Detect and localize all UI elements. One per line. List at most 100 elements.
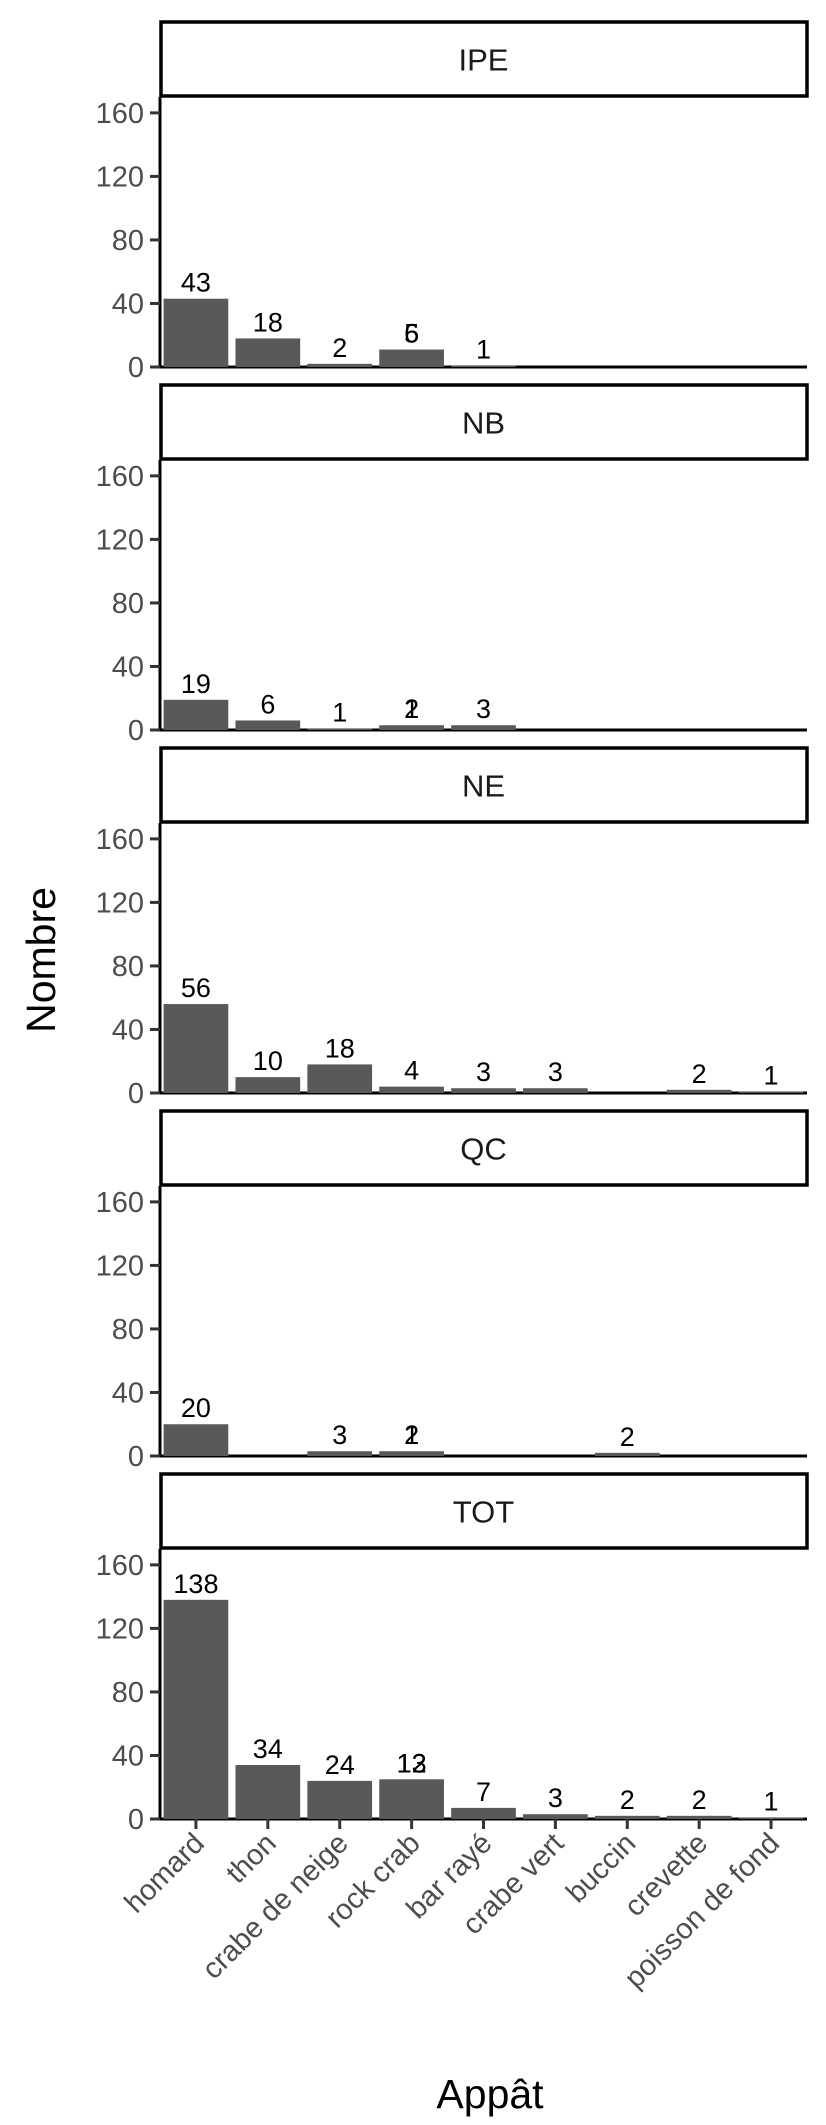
bar <box>451 725 516 730</box>
bar <box>307 728 373 730</box>
facet-strip <box>159 746 809 824</box>
bar <box>235 338 301 367</box>
bar-value-label: 7 <box>476 1777 491 1807</box>
bar-value-label: 2 <box>692 1059 707 1089</box>
bar <box>666 1815 732 1819</box>
bar-value-label: 1 <box>404 1420 419 1450</box>
bar-value-label: 3 <box>548 1057 563 1087</box>
bar-value-label: 2 <box>404 1420 419 1450</box>
bar <box>163 1599 229 1819</box>
facet-strip-label: QC <box>460 1132 507 1167</box>
bar <box>738 1091 804 1093</box>
y-tick-label: 120 <box>96 887 144 919</box>
bar <box>163 1004 229 1093</box>
bar-value-label: 1 <box>332 697 347 727</box>
x-tick-label: thon <box>220 1827 283 1890</box>
y-tick-label: 80 <box>112 588 144 620</box>
bar <box>307 363 373 367</box>
bar <box>379 1779 444 1819</box>
y-tick-label: 0 <box>128 1441 144 1473</box>
bar <box>594 1452 660 1456</box>
y-tick-label: 40 <box>112 1377 144 1409</box>
y-tick-label: 120 <box>96 524 144 556</box>
bar-value-label: 10 <box>253 1046 283 1076</box>
bar-value-label: 56 <box>181 973 211 1003</box>
bar <box>163 298 229 367</box>
bar <box>523 1814 588 1819</box>
facet-strip <box>159 20 809 98</box>
y-tick-label: 80 <box>112 1314 144 1346</box>
y-axis-title: Nombre <box>18 887 64 1033</box>
x-tick-label: homard <box>119 1827 211 1919</box>
bar <box>451 365 516 367</box>
bar <box>235 1765 301 1819</box>
bar-value-label: 2 <box>404 694 419 724</box>
bar-value-label: 18 <box>253 307 283 337</box>
y-tick-label: 40 <box>112 288 144 320</box>
facet-strip-label: NE <box>462 769 505 804</box>
bar <box>307 1064 373 1093</box>
y-tick-label: 0 <box>128 715 144 747</box>
y-tick-label: 160 <box>96 98 144 130</box>
facet-strip-label: TOT <box>453 1495 514 1530</box>
bar-value-label: 1 <box>764 1786 779 1816</box>
y-tick-label: 160 <box>96 461 144 493</box>
bar-value-label: 3 <box>476 694 491 724</box>
bar-value-label: 20 <box>181 1393 211 1423</box>
bar-value-label: 3 <box>332 1420 347 1450</box>
bar-value-label: 12 <box>397 1748 427 1778</box>
y-tick-label: 40 <box>112 1014 144 1046</box>
bar-value-label: 6 <box>404 319 419 349</box>
bar <box>235 1077 301 1093</box>
bar <box>523 1088 588 1093</box>
bar-value-label: 3 <box>548 1783 563 1813</box>
y-tick-label: 80 <box>112 225 144 257</box>
bar-value-label: 2 <box>620 1785 635 1815</box>
bar <box>451 1807 516 1819</box>
y-tick-label: 120 <box>96 1250 144 1282</box>
bar-value-label: 24 <box>325 1750 355 1780</box>
bar <box>666 1089 732 1093</box>
bar <box>451 1088 516 1093</box>
facet-strip <box>159 1472 809 1550</box>
bar-value-label: 1 <box>476 334 491 364</box>
bar-value-label: 3 <box>476 1057 491 1087</box>
bar <box>307 1780 373 1819</box>
bar <box>163 699 229 730</box>
x-axis-title: Appât <box>436 2071 544 2117</box>
facet-strip <box>159 383 809 461</box>
bar-value-label: 13 <box>397 1748 427 1778</box>
bar <box>738 1817 804 1819</box>
bar-value-label: 2 <box>620 1422 635 1452</box>
y-tick-label: 80 <box>112 951 144 983</box>
bar-value-label: 1 <box>764 1060 779 1090</box>
y-tick-label: 160 <box>96 1187 144 1219</box>
bar <box>307 1451 373 1456</box>
bar-value-label: 2 <box>692 1785 707 1815</box>
y-tick-label: 120 <box>96 161 144 193</box>
y-tick-label: 0 <box>128 352 144 384</box>
bar <box>379 349 444 367</box>
y-tick-label: 160 <box>96 1550 144 1582</box>
facet-strip-label: NB <box>462 406 505 441</box>
y-tick-label: 40 <box>112 651 144 683</box>
bar <box>379 1451 444 1456</box>
bar <box>235 720 301 730</box>
bar-value-label: 2 <box>332 333 347 363</box>
y-tick-label: 160 <box>96 824 144 856</box>
bar-value-label: 18 <box>325 1033 355 1063</box>
bar-value-label: 43 <box>181 268 211 298</box>
facet-strip <box>159 1109 809 1187</box>
bar <box>379 1086 444 1093</box>
bar-value-label: 5 <box>404 319 419 349</box>
bar <box>163 1424 229 1456</box>
bar-value-label: 4 <box>404 1056 419 1086</box>
bar-value-label: 6 <box>260 689 275 719</box>
bar-value-label: 1 <box>404 694 419 724</box>
bar-value-label: 138 <box>173 1569 218 1599</box>
y-tick-label: 0 <box>128 1804 144 1836</box>
y-tick-label: 80 <box>112 1677 144 1709</box>
bar <box>594 1815 660 1819</box>
bar-value-label: 19 <box>181 669 211 699</box>
y-tick-label: 0 <box>128 1078 144 1110</box>
